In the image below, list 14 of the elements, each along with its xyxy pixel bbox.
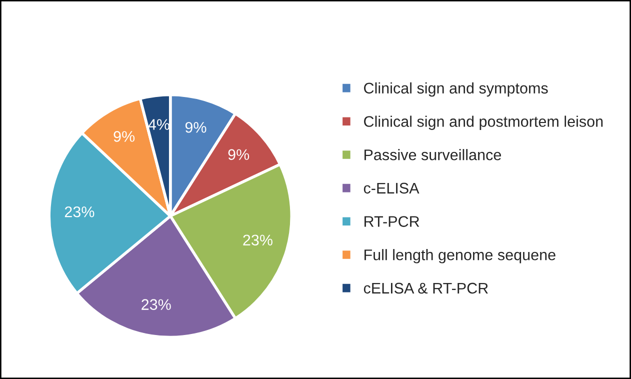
legend-label: Passive surveillance xyxy=(364,149,501,160)
data-label: 23% xyxy=(243,234,272,246)
legend-label: Clinical sign and symptoms xyxy=(364,82,548,97)
data-label: 9% xyxy=(114,131,135,142)
legend-label: Full length genome sequene xyxy=(364,249,556,264)
legend-label: RT-PCR xyxy=(364,216,420,227)
legend-label: c-ELISA xyxy=(364,182,420,194)
legend-label: cELISA & RT-PCR xyxy=(364,282,488,294)
data-label: 4% xyxy=(148,119,170,130)
data-label: 23% xyxy=(64,206,94,218)
data-label: 9% xyxy=(185,122,206,133)
data-label: 9% xyxy=(228,149,250,160)
data-label: 23% xyxy=(142,299,171,310)
legend-label: Clinical sign and postmortem leison xyxy=(364,116,603,130)
